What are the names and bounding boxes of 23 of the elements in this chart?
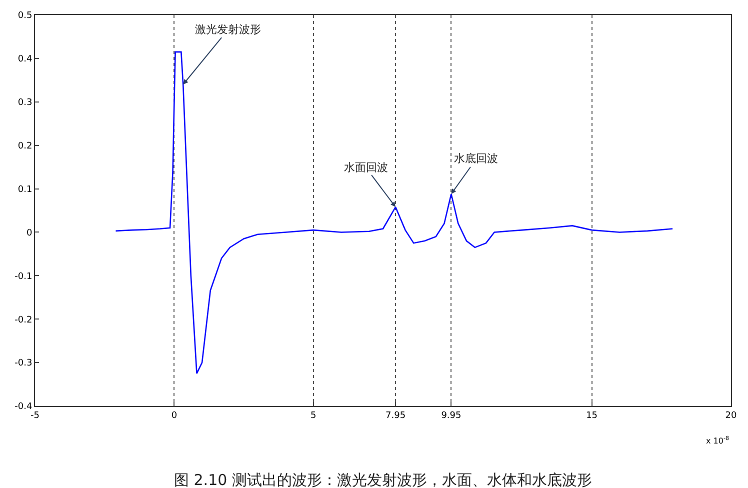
x-tick-label: 9.95	[441, 410, 462, 421]
x-tick-label: 7.95	[386, 410, 406, 421]
x-tick-label: 5	[310, 410, 316, 421]
x-tick-label: 20	[725, 410, 737, 421]
y-tick-label: 0.4	[18, 54, 32, 65]
x-tick-label: 0	[171, 410, 178, 421]
caption: 图 2.10 测试出的波形：激光发射波形，水面、水体和水底波形	[174, 471, 592, 488]
y-tick-label: -0.4	[14, 402, 32, 412]
y-tick-label: 0	[26, 228, 32, 238]
y-tick-label: -0.1	[14, 272, 32, 282]
y-tick-label: 0.1	[18, 184, 32, 195]
annotation: 激光发射波形	[195, 23, 261, 36]
y-tick-label: 0.5	[18, 11, 32, 22]
y-tick-label: 0.3	[18, 98, 32, 108]
annotation: 水底回波	[454, 152, 498, 165]
y-tick-label: -0.2	[14, 315, 32, 326]
x-tick-label: 15	[586, 410, 598, 421]
annotation: 水面回波	[344, 161, 388, 174]
y-tick-label: -0.3	[14, 358, 32, 369]
y-tick-label: 0.2	[18, 141, 32, 152]
line-series	[115, 51, 674, 374]
text: x 10$^{-8}$	[706, 435, 730, 446]
x-tick-label: -5	[30, 410, 40, 421]
